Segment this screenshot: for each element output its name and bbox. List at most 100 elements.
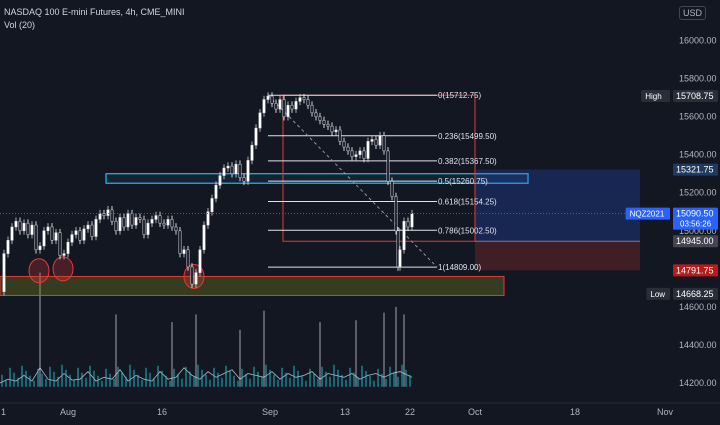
time-axis-tick: 18: [570, 407, 580, 417]
candle-body: [70, 234, 74, 243]
candle-body: [118, 217, 122, 232]
price-line-label-box: [625, 207, 670, 220]
candle-body: [82, 228, 86, 241]
price-axis-tag[interactable]: [673, 207, 718, 230]
price-axis-tag-value: 15090.50: [676, 209, 714, 219]
candle-body: [374, 139, 378, 146]
price-line-label-box: [641, 89, 670, 102]
price-axis-tick: 15000.00: [679, 226, 717, 236]
fib-trend-line[interactable]: [267, 94, 438, 268]
position-loss-zone[interactable]: [475, 241, 640, 271]
currency-button[interactable]: USD: [678, 6, 706, 20]
candle-body: [46, 226, 50, 232]
candle-body: [258, 112, 262, 129]
candle-body: [326, 124, 330, 127]
price-line-label: High: [645, 92, 661, 101]
candle-body: [334, 129, 338, 133]
price-axis-tag[interactable]: [673, 264, 718, 277]
chart-legend: NASDAQ 100 E-mini Futures, 4h, CME_MINI …: [4, 6, 185, 32]
candle-body: [90, 224, 94, 237]
candle-body: [18, 221, 22, 232]
price-axis-tick: 15400.00: [679, 150, 717, 160]
candle-body: [2, 253, 6, 292]
time-axis-tick: 16: [157, 407, 167, 417]
candle-body: [278, 99, 282, 110]
resistance-zone-rectangle[interactable]: [105, 173, 529, 184]
support-touch-circle[interactable]: [52, 256, 74, 282]
candle-body: [238, 163, 242, 178]
candle-body: [210, 198, 214, 213]
time-axis-tick: Oct: [468, 407, 483, 417]
candle-body: [338, 129, 342, 142]
candle-body: [354, 154, 358, 157]
support-touch-circle[interactable]: [28, 258, 50, 284]
candle-body: [266, 95, 270, 100]
price-axis-tick: 15800.00: [679, 74, 717, 84]
bar-countdown: 03:56:26: [680, 220, 712, 229]
time-axis-tick: Nov: [657, 407, 674, 417]
price-line-label: NQZ2021: [630, 210, 665, 219]
candle-body: [158, 215, 162, 224]
price-axis-tag-value: 14668.25: [676, 289, 714, 299]
candle-body: [178, 230, 182, 254]
price-line-label-box: [646, 287, 670, 300]
volume-indicator-label[interactable]: Vol (20): [4, 20, 36, 30]
candle-body: [6, 240, 10, 254]
candle-body: [190, 266, 194, 285]
price-axis-tag-value: 15321.75: [676, 165, 714, 175]
candle-body: [106, 209, 110, 216]
candle-body: [194, 272, 198, 285]
candle-body: [306, 99, 310, 106]
candle-body: [386, 150, 390, 182]
price-axis-tag[interactable]: [673, 89, 718, 102]
candle-body: [66, 241, 70, 254]
candle-body: [314, 112, 318, 117]
price-axis-tag[interactable]: [673, 163, 718, 176]
candle-body: [250, 144, 254, 161]
candle-body: [230, 165, 234, 174]
candle-body: [74, 230, 78, 235]
candle-body: [38, 245, 42, 251]
candle-body: [302, 97, 306, 100]
price-axis-tick: 14200.00: [679, 378, 717, 388]
candle-body: [366, 141, 370, 159]
candle-body: [318, 116, 322, 121]
candle-body: [182, 249, 186, 254]
candle-body: [294, 101, 298, 110]
candle-body: [30, 224, 34, 235]
price-axis-tag-value: 14945.00: [676, 236, 714, 246]
candle-body: [358, 150, 362, 155]
candle-body: [138, 217, 142, 220]
candle-body: [346, 146, 350, 152]
candle-body: [54, 232, 58, 241]
support-zone-rectangle[interactable]: [0, 275, 505, 296]
volume-line: [0, 367, 413, 384]
candle-body: [22, 222, 26, 232]
price-axis-tag[interactable]: [673, 287, 718, 300]
candle-body: [298, 97, 302, 102]
price-axis-tag[interactable]: [673, 235, 718, 248]
candle-body: [98, 213, 102, 220]
candle-body: [310, 104, 314, 114]
candle-body: [166, 219, 170, 226]
candle-body: [274, 103, 278, 110]
candle-body: [270, 95, 274, 104]
candle-body: [390, 181, 394, 197]
candle-body: [282, 99, 286, 117]
candle-body: [170, 219, 174, 228]
symbol-title[interactable]: NASDAQ 100 E-mini Futures, 4h, CME_MINI: [4, 7, 185, 17]
candle-body: [142, 219, 146, 235]
candle-body: [262, 99, 266, 114]
candle-body: [58, 232, 62, 256]
price-line-label: Low: [650, 290, 665, 299]
candle-body: [50, 226, 54, 241]
fib-level-label: 1(14809.00): [438, 263, 481, 272]
candle-body: [322, 120, 326, 125]
position-profit-zone[interactable]: [475, 169, 640, 242]
time-axis-tick: Sep: [262, 407, 278, 417]
candle-body: [242, 177, 246, 182]
candle-body: [362, 150, 366, 159]
